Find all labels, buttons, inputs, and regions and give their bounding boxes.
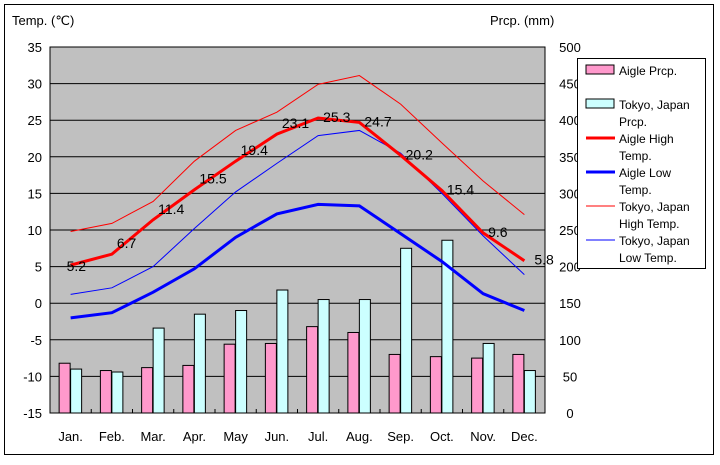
left-tick-label: 35 (28, 40, 42, 55)
data-label: 9.6 (488, 224, 508, 240)
precip-bar (111, 371, 124, 414)
precip-bar (388, 353, 401, 414)
precip-bar (182, 364, 195, 414)
data-label: 25.3 (323, 109, 350, 125)
legend-label: Prcp. (619, 115, 647, 129)
left-tick-label: 15 (28, 186, 42, 201)
precip-bar (482, 342, 495, 414)
legend-label: Tokyo, Japan (619, 200, 690, 214)
left-tick-label: 5 (35, 260, 42, 275)
temp-line (70, 116, 526, 267)
left-tick-label: 20 (28, 150, 42, 165)
x-tick-label: Jul. (308, 429, 328, 444)
x-tick-label: Oct. (430, 429, 454, 444)
x-tick-label: Sep. (387, 429, 414, 444)
precip-bar (99, 370, 112, 414)
legend-label: Aigle Low (619, 166, 671, 180)
precip-bar (264, 342, 277, 414)
precip-bar (441, 239, 454, 414)
left-tick-label: 25 (28, 113, 42, 128)
precip-bar (58, 362, 71, 414)
left-tick-label: -15 (23, 406, 42, 421)
data-label: 23.1 (282, 115, 309, 131)
data-label: 20.2 (406, 146, 433, 162)
legend: Aigle Prcp. Tokyo, Japan Prcp. Aigle High Te… (577, 58, 706, 269)
left-axis-title: Temp. (℃) (12, 13, 74, 28)
precip-bar (512, 353, 525, 414)
x-tick-label: Apr. (183, 429, 206, 444)
right-tick-label: 100 (559, 333, 581, 348)
precip-bar (152, 327, 165, 414)
left-tick-label: 30 (28, 77, 42, 92)
right-tick-label: 50 (563, 369, 577, 384)
precip-bar (306, 326, 319, 414)
x-tick-label: Dec. (511, 429, 538, 444)
left-tick-label: 10 (28, 223, 42, 238)
data-label: 11.4 (158, 201, 184, 217)
legend-swatch (585, 64, 615, 75)
x-tick-label: Mar. (140, 429, 165, 444)
legend-swatch (585, 98, 615, 109)
x-tick-label: Jun. (265, 429, 290, 444)
precip-bar (223, 343, 236, 414)
precip-bar (358, 299, 371, 414)
precip-bar (429, 356, 442, 414)
precip-bar (317, 299, 330, 414)
legend-label: High Temp. (619, 217, 679, 231)
legend-label: Aigle High (619, 132, 674, 146)
precip-bar (70, 368, 83, 414)
precip-bar (276, 289, 289, 414)
x-tick-label: Jan. (58, 429, 83, 444)
precip-bar (141, 367, 154, 414)
legend-box (577, 58, 706, 269)
legend-label: Tokyo, Japan (619, 98, 690, 112)
right-tick-label: 150 (559, 296, 581, 311)
right-tick-label: 200 (559, 260, 581, 275)
right-axis-title: Prcp. (mm) (490, 13, 554, 28)
x-tick-label: May (223, 429, 248, 444)
right-tick-label: 400 (559, 113, 581, 128)
left-tick-label: -10 (23, 369, 42, 384)
x-tick-label: Aug. (346, 429, 373, 444)
legend-label: Low Temp. (619, 251, 677, 265)
temp-line (70, 202, 525, 320)
right-tick-label: 450 (559, 77, 581, 92)
data-label: 15.5 (199, 171, 226, 187)
temp-line (70, 75, 525, 232)
precip-bar (471, 357, 484, 414)
data-label: 5.2 (67, 258, 87, 274)
precip-bar (400, 247, 413, 414)
legend-label: Tokyo, Japan (619, 234, 690, 248)
legend-label: Temp. (619, 149, 652, 163)
right-tick-label: 250 (559, 223, 581, 238)
precip-bar (235, 310, 248, 414)
x-tick-label: Feb. (99, 429, 125, 444)
right-tick-label: 350 (559, 150, 581, 165)
temp-line (70, 129, 525, 295)
right-tick-label: 0 (566, 406, 573, 421)
precip-bar (347, 331, 360, 414)
x-tick-label: Nov. (470, 429, 496, 444)
left-tick-label: -5 (30, 333, 42, 348)
right-tick-label: 500 (559, 40, 581, 55)
legend-label: Temp. (619, 183, 652, 197)
precip-bar (193, 313, 206, 414)
left-tick-label: 0 (35, 296, 42, 311)
data-label: 15.4 (447, 181, 474, 197)
legend-label: Aigle Prcp. (619, 64, 677, 78)
data-label: 19.4 (241, 142, 268, 158)
data-label: 24.7 (364, 113, 391, 129)
right-tick-label: 300 (559, 186, 581, 201)
precip-bar (523, 370, 536, 414)
data-label: 5.8 (534, 252, 554, 268)
data-label: 6.7 (117, 235, 137, 251)
